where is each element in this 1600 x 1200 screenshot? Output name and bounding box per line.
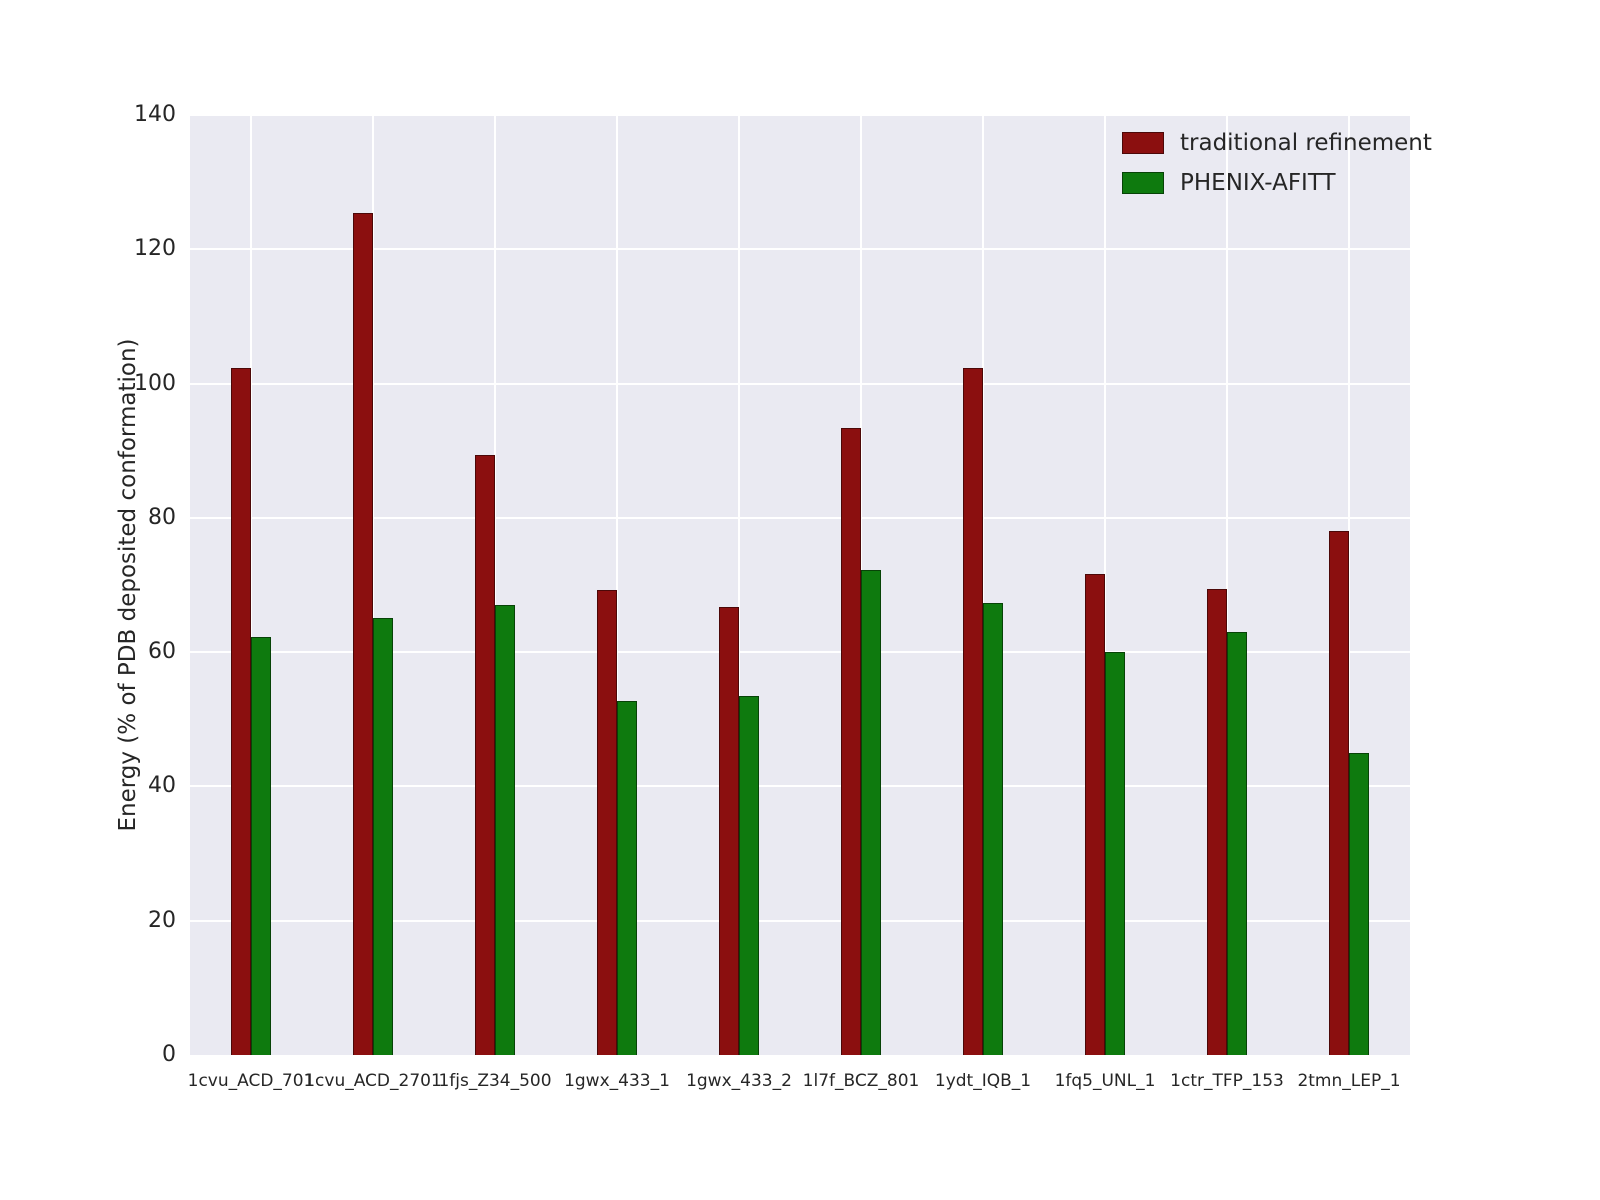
x-tick-label: 2tmn_LEP_1 [1297,1071,1401,1091]
y-tick-label: 20 [148,907,176,933]
legend-swatch [1122,132,1164,154]
legend-label: traditional refinement [1180,130,1432,156]
bar-phenix-afitt [1227,632,1247,1055]
x-tick-label: 1cvu_ACD_701 [187,1071,315,1091]
bar-phenix-afitt [861,570,881,1055]
x-gridline [1104,115,1106,1055]
y-gridline [190,785,1410,788]
x-tick-label: 1ydt_IQB_1 [934,1071,1032,1091]
x-gridline [250,115,252,1055]
x-tick-label: 1cvu_ACD_2701 [304,1071,442,1091]
legend: traditional refinement PHENIX-AFITT [1122,130,1432,210]
y-tick-label: 80 [148,504,176,530]
x-tick-label: 1gwx_433_1 [564,1071,670,1091]
bar-phenix-afitt [373,617,393,1055]
legend-label: PHENIX-AFITT [1180,170,1336,196]
bar-traditional-refinement [963,368,983,1055]
x-tick-label: 1l7f_BCZ_801 [802,1071,920,1091]
y-gridline [190,919,1410,922]
bar-phenix-afitt [251,636,271,1055]
y-tick-label: 0 [162,1042,176,1067]
x-gridline [372,115,374,1055]
y-tick-label: 120 [134,236,176,262]
y-tick-label: 100 [134,370,176,396]
y-gridline [190,114,1410,116]
x-gridline [494,115,496,1055]
bar-traditional-refinement [353,213,373,1055]
bar-phenix-afitt [983,603,1003,1055]
y-gridline [190,516,1410,519]
x-tick-label: 1fjs_Z34_500 [438,1071,552,1091]
bar-phenix-afitt [1349,752,1369,1055]
x-gridline [1226,115,1228,1055]
x-gridline [616,115,618,1055]
bar-traditional-refinement [841,427,861,1055]
y-tick-label: 60 [148,639,176,665]
bar-traditional-refinement [1207,589,1227,1055]
x-gridline [1348,115,1350,1055]
y-gridline [190,382,1410,385]
legend-swatch [1122,172,1164,194]
bar-phenix-afitt [1105,652,1125,1055]
bar-traditional-refinement [475,454,495,1055]
y-tick-label: 40 [148,773,176,799]
bar-phenix-afitt [495,605,515,1055]
x-tick-label: 1gwx_433_2 [686,1071,792,1091]
x-tick-label: 1ctr_TFP_153 [1170,1071,1284,1091]
plot-area [190,114,1410,1055]
bar-traditional-refinement [597,589,617,1055]
y-gridline [190,651,1410,654]
bar-phenix-afitt [617,700,637,1055]
legend-entry: traditional refinement [1122,130,1432,156]
y-axis-label: Energy (% of PDB deposited conformation) [115,338,141,832]
legend-entry: PHENIX-AFITT [1122,170,1432,196]
bar-phenix-afitt [739,696,759,1055]
y-gridline [190,248,1410,251]
x-gridline [982,115,984,1055]
x-gridline [738,115,740,1055]
x-tick-label: 1fq5_UNL_1 [1054,1071,1156,1091]
bar-traditional-refinement [1329,531,1349,1055]
bar-traditional-refinement [719,607,739,1055]
bar-traditional-refinement [231,368,251,1055]
y-tick-label: 140 [134,102,176,127]
bar-traditional-refinement [1085,574,1105,1055]
